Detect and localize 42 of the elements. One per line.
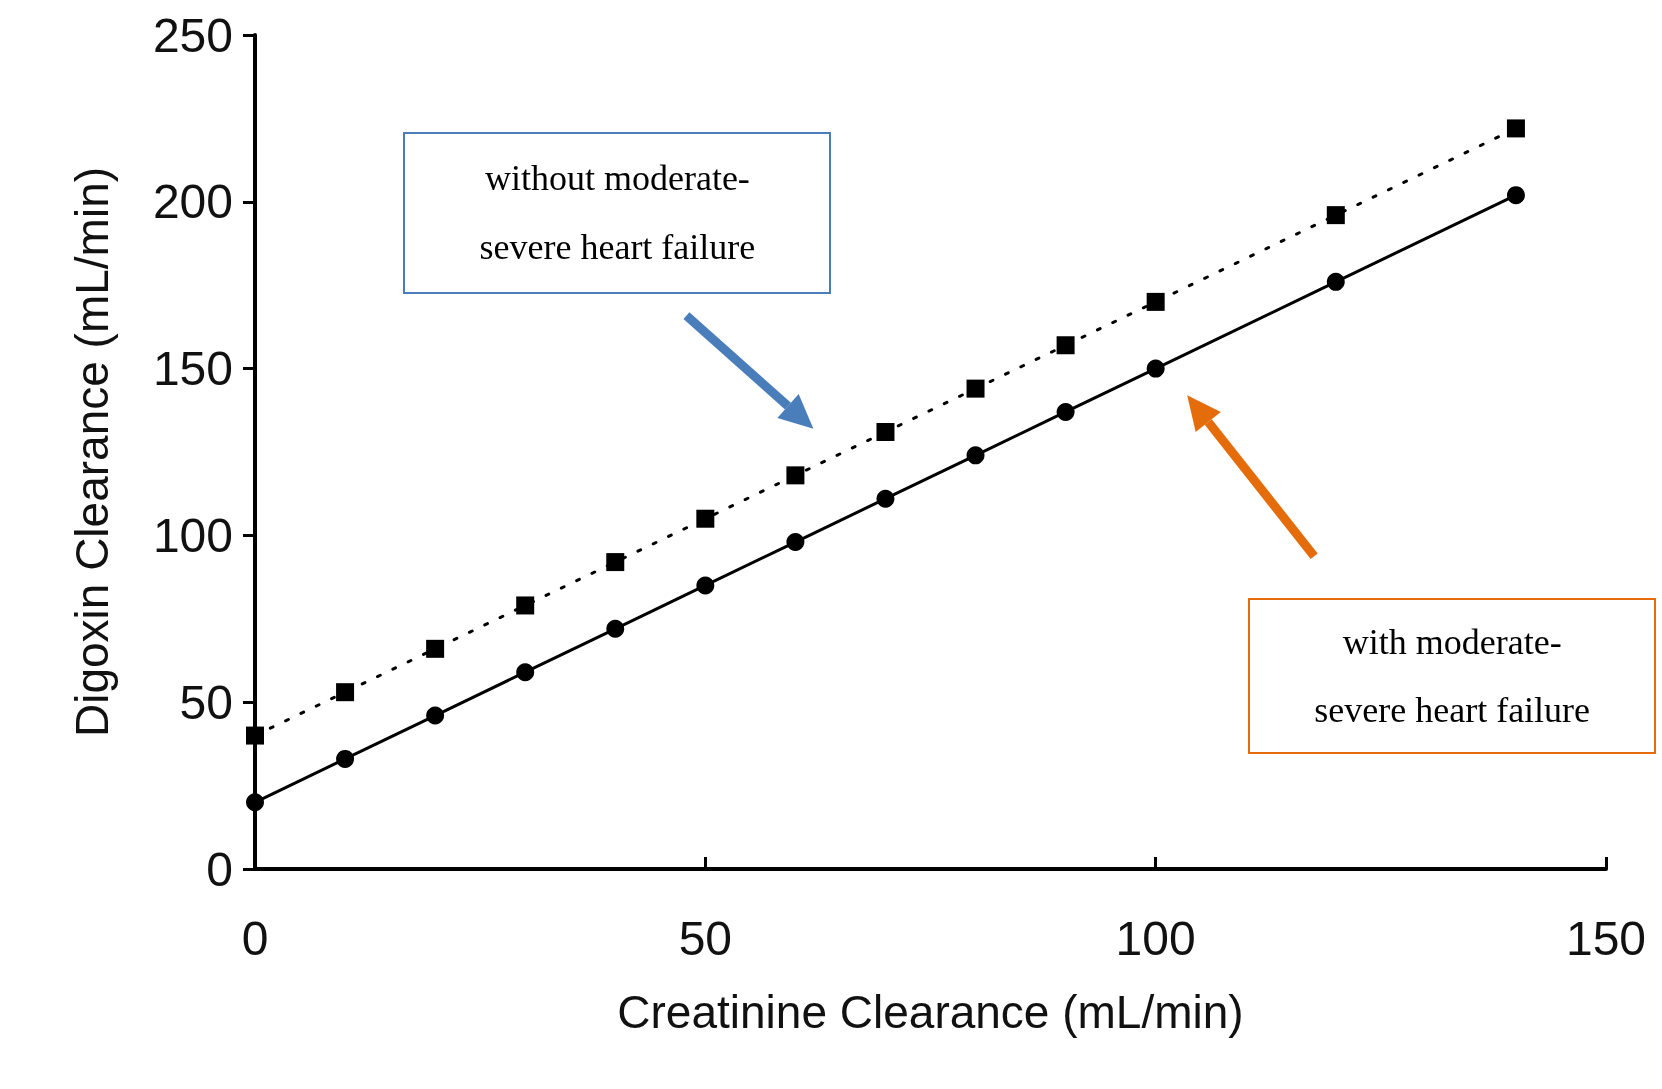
point	[1506, 186, 1525, 205]
point	[696, 576, 715, 595]
x-tick-label: 150	[1565, 911, 1647, 965]
point	[876, 422, 895, 441]
point	[606, 619, 625, 638]
point	[1506, 119, 1525, 138]
y-axis-title: Digoxin Clearance (mL/min)	[66, 166, 118, 738]
x-axis-title: Creatinine Clearance (mL/min)	[617, 986, 1244, 1038]
annotation: with moderate-severe heart failure	[1313, 620, 1592, 733]
y-tick-label: 150	[152, 342, 233, 396]
point	[516, 596, 535, 615]
text-box: with moderate-severe heart failure	[1248, 598, 1657, 755]
y-tick-label: 200	[152, 175, 233, 229]
x-tick-label: 100	[1115, 911, 1196, 965]
point	[426, 706, 445, 725]
y-tick-label: 250	[152, 8, 233, 62]
point	[1056, 336, 1075, 355]
y-tick-label: 50	[179, 675, 233, 729]
point	[1146, 359, 1165, 378]
point	[246, 726, 264, 745]
point	[336, 683, 355, 702]
point	[786, 466, 805, 485]
y-tick-label: 0	[206, 842, 233, 896]
point	[966, 446, 985, 465]
point	[606, 553, 625, 572]
x-tick-label: 50	[678, 911, 733, 965]
point	[1056, 402, 1075, 421]
point	[1326, 206, 1345, 225]
x-tick-label: 0	[241, 911, 269, 965]
point	[966, 379, 985, 398]
point	[1146, 292, 1165, 311]
text-box: without moderate-severe heart failure	[403, 131, 832, 294]
point	[516, 663, 535, 682]
point	[876, 489, 895, 508]
point	[786, 533, 805, 552]
point	[696, 509, 715, 528]
point	[246, 793, 264, 812]
y-tick-label: 100	[152, 508, 233, 562]
point	[426, 639, 445, 658]
point	[336, 749, 355, 768]
annotation: without moderate-severe heart failure	[478, 157, 757, 269]
point	[1326, 272, 1345, 291]
